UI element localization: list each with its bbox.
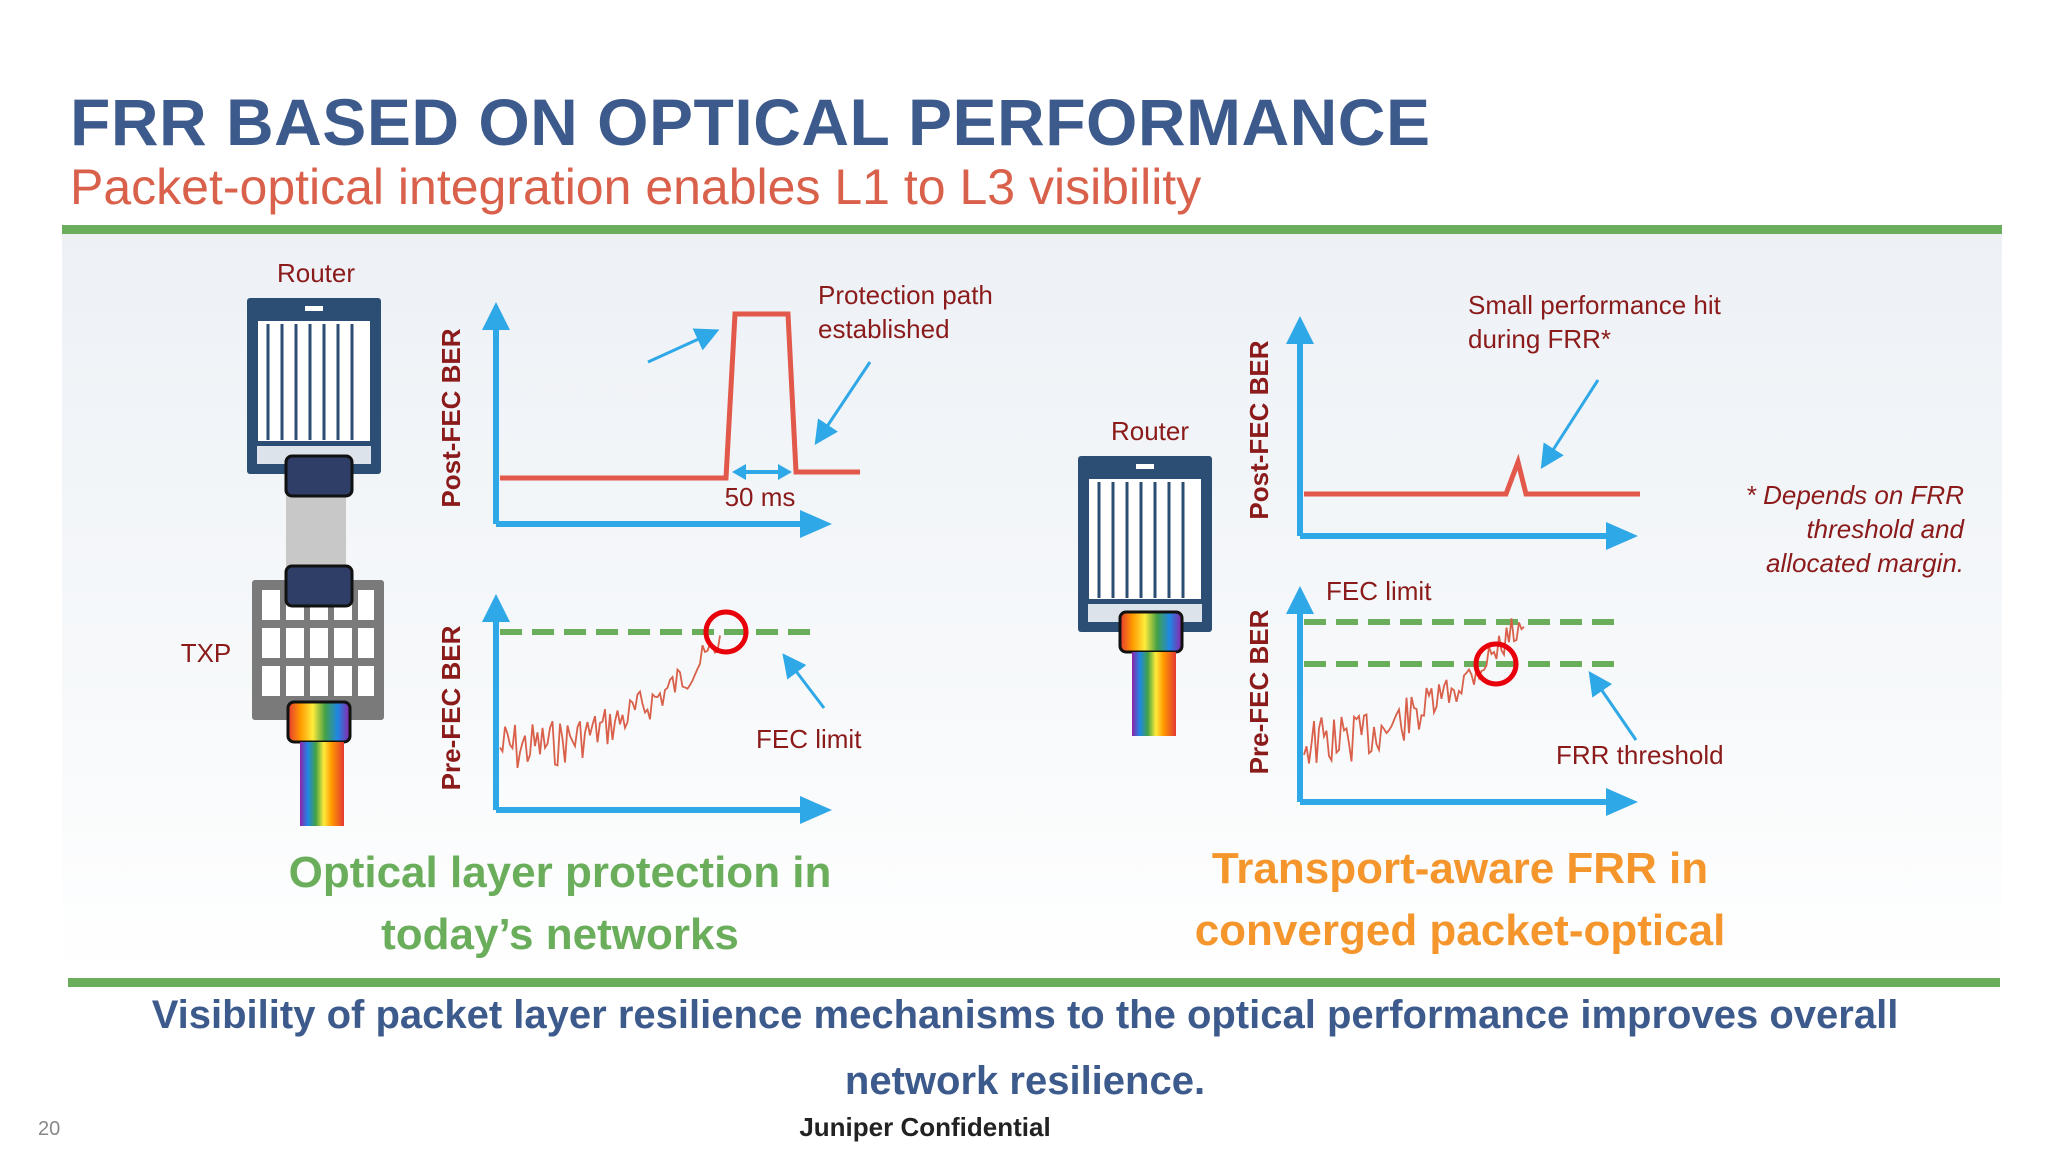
- page-number: 20: [38, 1118, 61, 1140]
- bottom-divider: [68, 978, 2000, 987]
- right-post-x-arrowhead: [1606, 522, 1638, 550]
- right-pre-fec-noise-trace: [1303, 618, 1525, 764]
- loss-of-frame-label: Loss of frame: [524, 374, 682, 404]
- right-threshold-crossing-circle: [1473, 641, 1519, 687]
- left-post-fec-chart: [482, 302, 872, 538]
- left-heading-line2: today’s networks: [381, 910, 739, 959]
- right-pre-x-arrowhead: [1606, 788, 1638, 816]
- right-post-fec-chart: [1286, 316, 1640, 550]
- right-heading-line2: converged packet-optical: [1194, 906, 1726, 955]
- right-heading: Transport-aware FRR in converged packet-…: [1150, 838, 1770, 962]
- footnote-line1: * Depends on FRR: [1745, 480, 1964, 510]
- left-pre-fec-axis-label: Pre-FEC BER: [436, 625, 466, 790]
- left-router-label: Router: [277, 258, 355, 288]
- protection-path-label-line2: established: [818, 314, 950, 344]
- right-pre-fec-chart: [1286, 586, 1638, 816]
- conclusion-text: Visibility of packet layer resilience me…: [140, 982, 1910, 1114]
- left-post-x-arrowhead: [800, 510, 832, 538]
- duration-arrowhead-left: [732, 464, 746, 480]
- left-pre-x-arrowhead: [800, 796, 832, 824]
- right-router-label: Router: [1111, 416, 1189, 446]
- footnote-line3: allocated margin.: [1766, 548, 1964, 578]
- left-post-fec-axis-label: Post-FEC BER: [436, 328, 466, 507]
- left-txp-connector: [284, 564, 354, 608]
- performance-hit-pointer: [1540, 379, 1600, 470]
- left-router-connector: [284, 454, 354, 498]
- duration-arrowhead-right: [778, 464, 792, 480]
- left-heading: Optical layer protection in today’s netw…: [250, 842, 870, 966]
- right-optical-fiber: [1132, 652, 1176, 736]
- right-post-signal-line: [1304, 453, 1640, 497]
- right-pre-fec-axis-label: Pre-FEC BER: [1244, 609, 1274, 774]
- left-post-signal-line: [500, 311, 860, 481]
- conclusion-line2: network resilience.: [844, 1059, 1206, 1103]
- frr-threshold-pointer: [1588, 671, 1638, 741]
- protection-path-label-line1: Protection path: [818, 280, 993, 310]
- slide-title: FRR BASED ON OPTICAL PERFORMANCE: [70, 85, 1431, 159]
- left-post-y-arrowhead: [482, 302, 510, 330]
- left-pre-y-arrowhead: [482, 594, 510, 622]
- footnote-line2: threshold and: [1806, 514, 1964, 544]
- left-optical-fiber: [300, 742, 344, 826]
- duration-label: 50 ms: [725, 482, 796, 512]
- txp-label: TXP: [181, 638, 232, 668]
- conclusion-line1: Visibility of packet layer resilience me…: [151, 993, 1899, 1037]
- left-optical-connector: [286, 700, 352, 744]
- slide-subtitle: Packet-optical integration enables L1 to…: [70, 159, 1202, 215]
- right-optical-connector: [1118, 610, 1184, 654]
- fec-limit-pointer: [782, 653, 826, 709]
- left-fec-limit-label: FEC limit: [756, 724, 862, 754]
- protection-pointer: [814, 361, 872, 445]
- loss-of-frame-pointer: [647, 328, 720, 364]
- right-router-device: [1078, 456, 1212, 632]
- right-post-fec-axis-label: Post-FEC BER: [1244, 340, 1274, 519]
- content-panel: [62, 234, 2002, 974]
- right-fec-limit-label: FEC limit: [1326, 576, 1432, 606]
- performance-hit-label-line2: during FRR*: [1468, 324, 1611, 354]
- right-heading-line1: Transport-aware FRR in: [1211, 844, 1709, 893]
- right-pre-y-arrowhead: [1286, 586, 1314, 614]
- left-pre-fec-noise-trace: [499, 635, 721, 769]
- top-divider: [62, 225, 2002, 234]
- frr-threshold-label: FRR threshold: [1556, 740, 1724, 770]
- performance-hit-label-line1: Small performance hit: [1468, 290, 1722, 320]
- left-router-device: [247, 298, 381, 474]
- confidential-footer: Juniper Confidential: [799, 1112, 1051, 1142]
- right-post-y-arrowhead: [1286, 316, 1314, 344]
- left-heading-line1: Optical layer protection in: [288, 848, 832, 897]
- left-pre-fec-chart: [482, 594, 832, 824]
- left-limit-crossing-circle: [703, 609, 749, 655]
